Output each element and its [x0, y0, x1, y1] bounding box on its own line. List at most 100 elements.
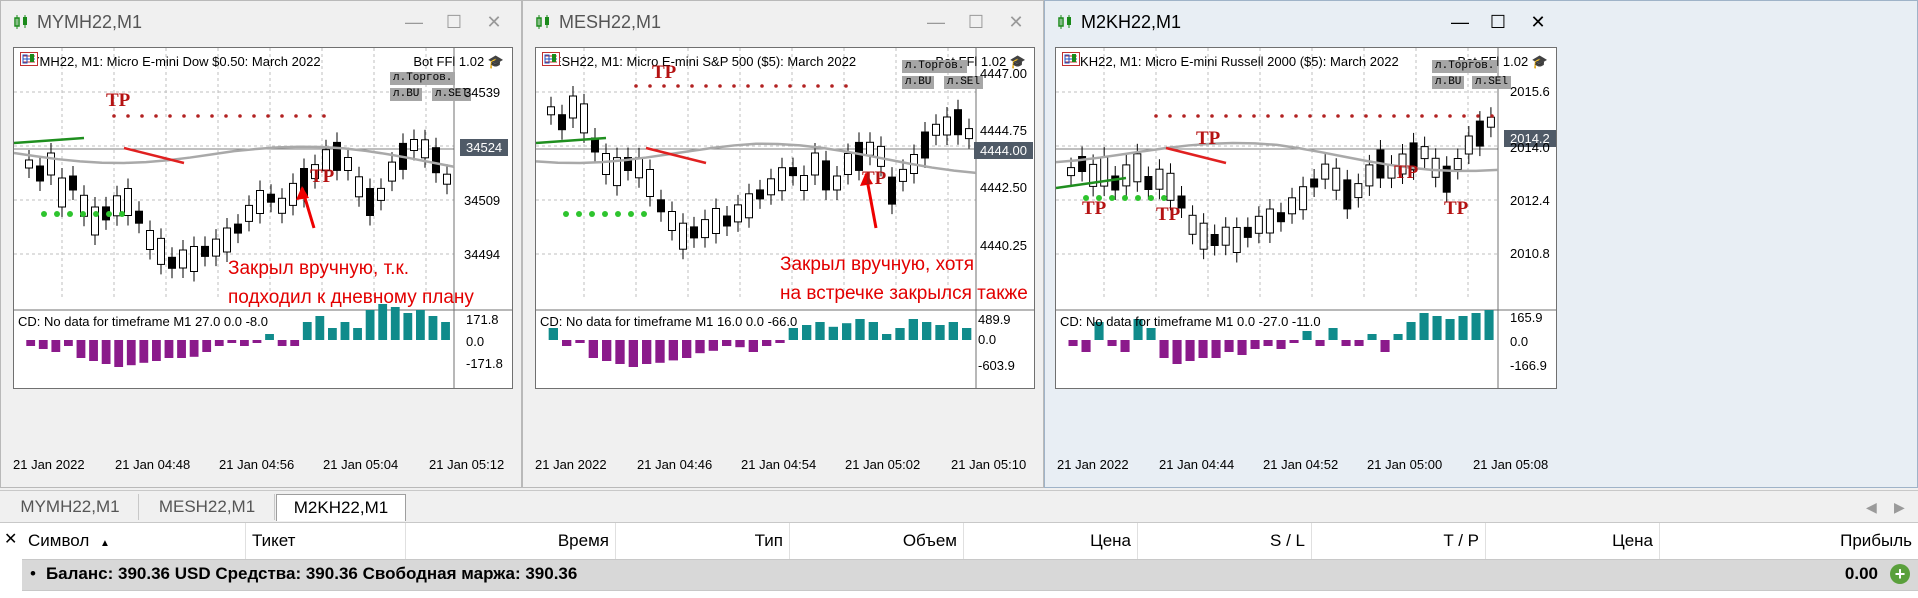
cd-histogram-bar: [1276, 340, 1286, 349]
take-profit-dot: [308, 114, 312, 118]
cd-histogram-bar: [1419, 313, 1429, 340]
breakeven-button-tag[interactable]: л.BU: [1432, 76, 1465, 89]
window-titlebar[interactable]: MYMH22,M1 — ☐ ✕: [1, 1, 521, 41]
take-profit-dot: [1434, 114, 1438, 118]
column-header-type[interactable]: Тип: [616, 523, 790, 559]
maximize-button[interactable]: ☐: [967, 12, 985, 32]
tp-marker: TP: [106, 90, 131, 111]
take-profit-dot: [154, 114, 158, 118]
candle-body: [1398, 153, 1407, 175]
column-header-sl[interactable]: S / L: [1138, 523, 1312, 559]
chart-window-mesh22[interactable]: MESH22,M1 — ☐ ✕ MESH22, M1: Micro E-mini…: [522, 0, 1044, 488]
take-profit-dot: [112, 114, 116, 118]
chart-canvas[interactable]: [536, 48, 1034, 388]
tab-m2kh22[interactable]: M2KH22,M1: [276, 494, 406, 521]
take-profit-dot: [1350, 114, 1354, 118]
column-header-current-price[interactable]: Цена: [1486, 523, 1660, 559]
sell-button-tag[interactable]: л.SEl: [432, 88, 472, 101]
candle-body: [602, 153, 610, 175]
take-profit-dot: [1280, 114, 1284, 118]
cd-histogram-bar: [441, 322, 450, 340]
close-button[interactable]: ✕: [1008, 12, 1024, 32]
cd-histogram-bar: [1120, 340, 1130, 352]
take-profit-dot: [1308, 114, 1312, 118]
minimize-button[interactable]: —: [405, 12, 423, 32]
trade-button-tag[interactable]: л.Торгов.: [390, 72, 456, 85]
window-titlebar[interactable]: MESH22,M1 — ☐ ✕: [523, 1, 1043, 41]
tab-mesh22[interactable]: MESH22,M1: [140, 494, 275, 520]
time-label: 21 Jan 2022: [13, 457, 85, 472]
tab-mymh22[interactable]: MYMH22,M1: [2, 494, 139, 520]
cd-histogram-bar: [328, 328, 337, 340]
column-header-symbol[interactable]: Символ ▲: [22, 523, 246, 559]
time-label: 21 Jan 05:08: [1473, 457, 1549, 472]
price-chart[interactable]: MESH22, M1: Micro E-mini S&P 500 ($5): M…: [535, 47, 1035, 389]
breakeven-button-tag[interactable]: л.BU: [902, 76, 935, 89]
candle-body: [421, 139, 429, 159]
cd-histogram-bar: [265, 334, 274, 340]
candle-body: [888, 176, 896, 205]
entry-dot: [1135, 195, 1141, 201]
column-label: Объем: [902, 531, 957, 550]
trade-button-tag[interactable]: л.Торгов.: [902, 60, 968, 73]
take-profit-dot: [168, 114, 172, 118]
close-button[interactable]: ✕: [486, 12, 502, 32]
chart-window-m2kh22[interactable]: M2KH22,M1 — ☐ ✕ M2KH22, M1: Micro E-mini…: [1044, 0, 1918, 488]
moving-average-line: [536, 142, 977, 175]
minimize-button[interactable]: —: [1451, 12, 1469, 32]
column-label: S / L: [1270, 531, 1305, 550]
maximize-button[interactable]: ☐: [1489, 12, 1507, 32]
price-label: 4444.75: [980, 123, 1027, 138]
breakeven-button-tag[interactable]: л.BU: [390, 88, 423, 101]
chart-canvas[interactable]: [14, 48, 512, 388]
price-label: 2015.6: [1510, 84, 1550, 99]
cd-histogram-bar: [935, 325, 945, 340]
toolbox-close-icon[interactable]: ✕: [4, 531, 18, 548]
candle-body: [157, 237, 165, 265]
cd-histogram-bar: [240, 340, 249, 346]
cd-histogram-bar: [668, 340, 678, 361]
take-profit-dot: [1182, 114, 1186, 118]
column-header-price[interactable]: Цена: [964, 523, 1138, 559]
entry-dot: [563, 211, 569, 217]
cd-scale-label: 0.0: [978, 332, 997, 347]
take-profit-dot: [1392, 114, 1396, 118]
column-header-volume[interactable]: Объем: [790, 523, 964, 559]
time-label: 21 Jan 2022: [535, 457, 607, 472]
window-title: M2KH22,M1: [1081, 12, 1182, 32]
take-profit-dot: [1224, 114, 1228, 118]
maximize-button[interactable]: ☐: [445, 12, 463, 32]
cd-histogram-bar: [655, 340, 665, 363]
minimize-button[interactable]: —: [927, 12, 945, 32]
chart-window-mymh22[interactable]: MYMH22,M1 — ☐ ✕ MYMH22, M1: Micro E-mini…: [0, 0, 522, 488]
column-header-ticket[interactable]: Тикет: [246, 523, 406, 559]
candle-body: [223, 227, 231, 253]
candle-body: [168, 256, 176, 269]
add-order-icon[interactable]: +: [1890, 564, 1910, 584]
window-titlebar[interactable]: M2KH22,M1 — ☐ ✕: [1045, 1, 1917, 41]
take-profit-dot: [1196, 114, 1200, 118]
take-profit-dot: [760, 84, 764, 88]
column-header-time[interactable]: Время: [406, 523, 616, 559]
candle-body: [1067, 167, 1076, 177]
cd-histogram-bar: [1237, 340, 1247, 355]
column-header-profit[interactable]: Прибыль: [1660, 523, 1918, 559]
tab-scroll-right-icon[interactable]: ▶: [1894, 499, 1905, 515]
price-chart[interactable]: M2KH22, M1: Micro E-mini Russell 2000 ($…: [1055, 47, 1557, 389]
cd-histogram-bar: [708, 340, 718, 351]
entry-dot: [1083, 195, 1089, 201]
close-button[interactable]: ✕: [1530, 12, 1546, 32]
price-chart[interactable]: MYMH22, M1: Micro E-mini Dow $0.50: Marc…: [13, 47, 513, 389]
symbol-description: M2KH22, M1: Micro E-mini Russell 2000 ($…: [1062, 53, 1399, 69]
tab-scroll-left-icon[interactable]: ◀: [1866, 499, 1877, 515]
column-header-tp[interactable]: T / P: [1312, 523, 1486, 559]
chart-canvas[interactable]: [1056, 48, 1556, 388]
trade-button-tag[interactable]: л.Торгов.: [1432, 60, 1498, 73]
balance-row[interactable]: • Баланс: 390.36 USD Средства: 390.36 Сво…: [22, 559, 1918, 591]
cd-histogram-bar: [855, 319, 865, 340]
trend-down-segment: [645, 146, 707, 165]
cd-histogram-bar: [1471, 313, 1481, 340]
sell-button-tag[interactable]: л.SEl: [944, 76, 984, 89]
sell-button-tag[interactable]: л.SEl: [1472, 76, 1512, 89]
take-profit-dot: [1294, 114, 1298, 118]
